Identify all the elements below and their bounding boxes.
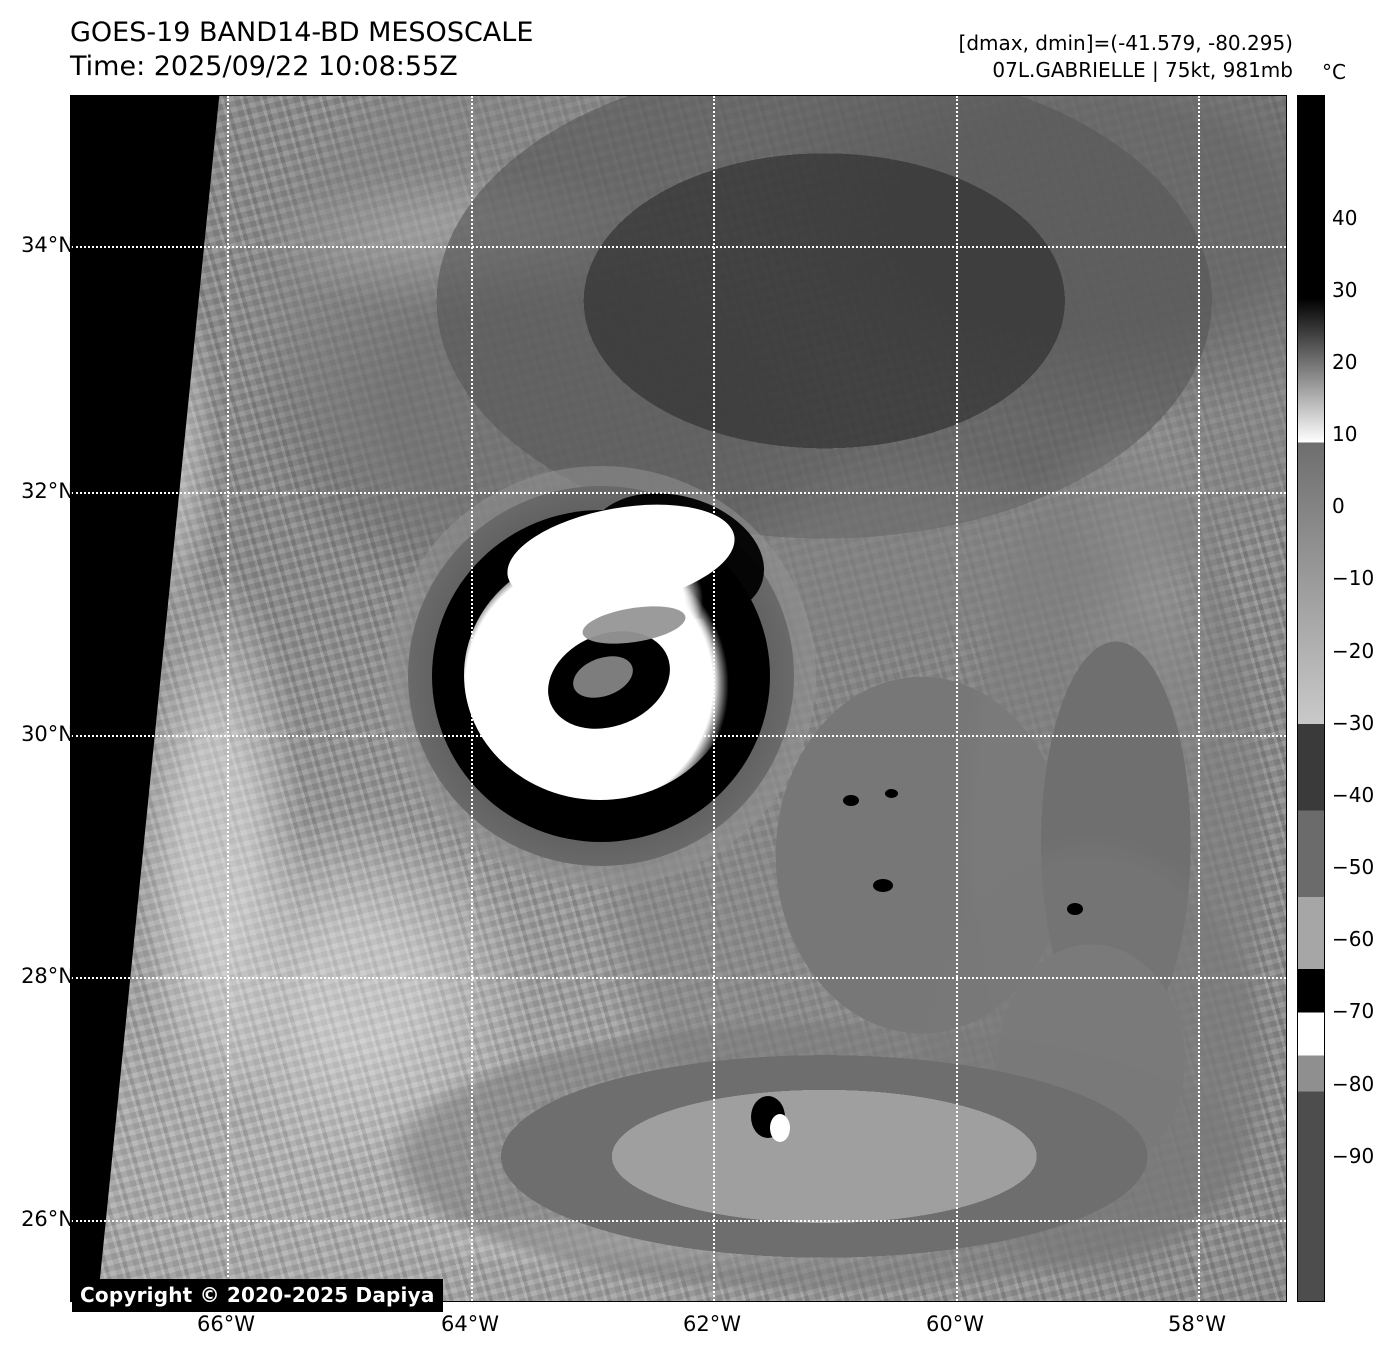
colorbar-tick-m60: −60 [1332,927,1375,952]
ytick-label-32n: 32°N [21,479,74,503]
gridline-lat-32 [71,492,1286,494]
gridline-lat-34 [71,246,1286,248]
colorbar-tick-m10: −10 [1332,566,1375,591]
colorbar-tick-10: 10 [1332,422,1358,447]
colorbar-tick-m80: −80 [1332,1071,1375,1096]
colorbar-tick-0: 0 [1332,494,1345,519]
colorbar-tick-m30: −30 [1332,710,1375,735]
ytick-label-28n: 28°N [21,964,74,988]
deep-convection-core [872,879,893,893]
product-title: GOES-19 BAND14-BD MESOSCALE [70,17,534,48]
xtick-label-66w: 66°W [197,1312,255,1336]
colorbar-tick-20: 20 [1332,349,1358,374]
xtick-label-62w: 62°W [683,1312,741,1336]
colorbar-tick-m20: −20 [1332,638,1375,663]
deep-convection-core [1067,903,1084,916]
deep-convection-core [842,794,859,806]
gridline-lon-66 [227,96,229,1301]
ytick-label-34n: 34°N [21,233,74,257]
header-title-block: GOES-19 BAND14-BD MESOSCALE Time: 2025/0… [70,16,533,84]
copyright-watermark: Copyright © 2020-2025 Dapiya [72,1279,443,1312]
satellite-image-plot [70,95,1287,1302]
xtick-label-60w: 60°W [926,1312,984,1336]
colorbar-tick-m50: −50 [1332,855,1375,880]
satellite-image-canvas [71,96,1286,1301]
colorbar-tick-40: 40 [1332,205,1358,230]
data-minmax-label: [dmax, dmin]=(-41.579, -80.295) [958,31,1293,55]
deep-convection-core [885,788,899,798]
gridline-lon-58 [1198,96,1200,1301]
colorbar-tick-30: 30 [1332,277,1358,302]
xtick-label-58w: 58°W [1168,1312,1226,1336]
xtick-label-64w: 64°W [441,1312,499,1336]
hurricane-core [386,466,816,886]
gridline-lon-64 [471,96,473,1301]
gridline-lat-26 [71,1220,1286,1222]
ytick-label-26n: 26°N [21,1207,74,1231]
storm-id-intensity-label: 07L.GABRIELLE | 75kt, 981mb [992,58,1293,82]
colorbar-tick-m40: −40 [1332,782,1375,807]
colorbar-gradient [1298,96,1324,1301]
colorbar-tick-m90: −90 [1332,1143,1375,1168]
coldest-cloud-top [769,1114,790,1143]
header-info-block: [dmax, dmin]=(-41.579, -80.295) 07L.GABR… [959,30,1293,84]
colorbar-tick-m70: −70 [1332,999,1375,1024]
ytick-label-30n: 30°N [21,722,74,746]
gridline-lon-60 [956,96,958,1301]
temperature-colorbar [1297,95,1325,1302]
gridline-lon-62 [713,96,715,1301]
gridline-lat-28 [71,977,1286,979]
colorbar-unit-label: °C [1322,60,1346,84]
observation-time: Time: 2025/09/22 10:08:55Z [70,51,458,82]
gridline-lat-30 [71,735,1286,737]
